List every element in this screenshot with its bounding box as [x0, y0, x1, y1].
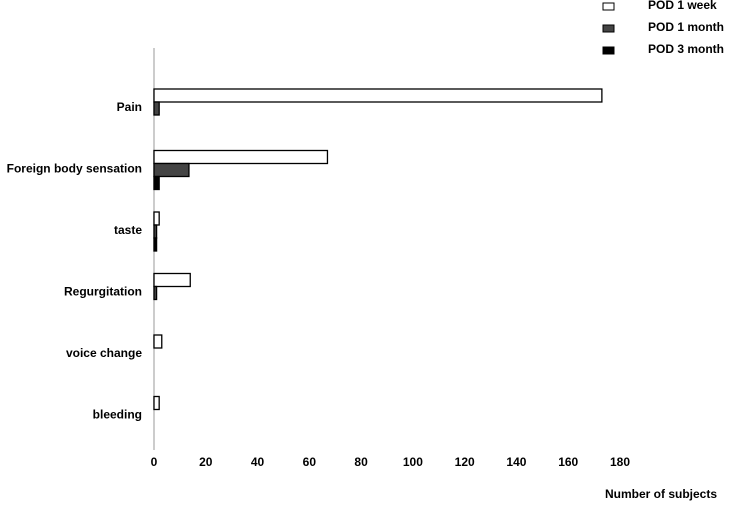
x-tick-label: 120: [455, 455, 475, 469]
x-tick-label: 80: [354, 455, 368, 469]
bar: [153, 175, 160, 191]
bar: [153, 162, 190, 178]
legend-swatch: [602, 24, 615, 33]
bar: [153, 149, 329, 165]
x-axis-label: Number of subjects: [605, 487, 717, 501]
x-tick-label: 40: [251, 455, 265, 469]
bar: [153, 395, 160, 411]
bar: [153, 211, 160, 226]
x-tick-label: 60: [303, 455, 317, 469]
bar: [153, 285, 158, 301]
bar: [153, 237, 158, 252]
x-tick-label: 0: [151, 455, 158, 469]
legend-swatch: [602, 46, 615, 55]
y-tick-label: bleeding: [93, 408, 142, 422]
x-tick-label: 140: [506, 455, 526, 469]
legend-label: POD 3 month: [648, 42, 724, 56]
bar: [153, 224, 158, 239]
y-tick-label: Foreign body sensation: [7, 162, 142, 176]
legend-label: POD 1 week: [648, 0, 717, 12]
x-tick-label: 160: [558, 455, 578, 469]
legend-swatch: [602, 2, 615, 11]
bar: [153, 334, 163, 349]
bar: [153, 101, 160, 116]
bar: [153, 272, 191, 288]
y-tick-label: Pain: [117, 100, 142, 114]
legend-label: POD 1 month: [648, 20, 724, 34]
x-tick-label: 100: [403, 455, 423, 469]
x-tick-label: 20: [199, 455, 213, 469]
x-tick-label: 180: [610, 455, 630, 469]
y-tick-label: voice change: [66, 346, 142, 360]
y-tick-label: taste: [114, 223, 142, 237]
bar: [153, 88, 603, 103]
y-tick-label: Regurgitation: [64, 285, 142, 299]
